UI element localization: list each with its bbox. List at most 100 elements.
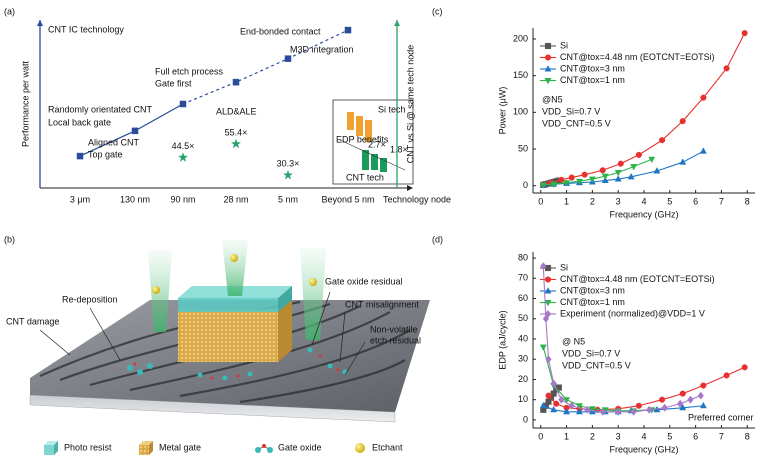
y-tick-label: 0 <box>523 180 528 190</box>
legend-label: CNT@tox=3 nm <box>560 63 625 73</box>
inset-label: CNT tech <box>346 172 384 182</box>
axis-arrow <box>37 20 43 26</box>
annotation: M3D integration <box>290 44 354 54</box>
x-tick-label: 6 <box>693 196 698 206</box>
marker <box>588 176 596 183</box>
marker <box>344 26 352 34</box>
inset-label: 2.7× <box>368 139 386 149</box>
marker <box>558 176 565 183</box>
value-label: 44.5× <box>172 141 195 151</box>
legend-label: Photo resist <box>64 442 112 452</box>
marker <box>177 152 189 162</box>
annotation: @N5 <box>542 94 563 104</box>
marker <box>630 407 637 416</box>
x-tick-label: 2 <box>590 431 595 441</box>
marker <box>76 152 84 160</box>
annotation: Top gate <box>88 149 123 159</box>
marker <box>568 401 575 410</box>
marker <box>544 78 552 85</box>
callout: etch residual <box>370 335 421 345</box>
marker <box>614 175 622 182</box>
callout: Re-deposition <box>62 294 118 304</box>
value-label: 55.4× <box>225 127 248 137</box>
legend-label: Gate oxide <box>278 442 322 452</box>
marker <box>588 406 596 413</box>
x-tick-label: 6 <box>693 431 698 441</box>
x-tick-label: 7 <box>719 196 724 206</box>
annotation: ALD&ALE <box>216 106 257 116</box>
x-tick-label: 1 <box>564 431 569 441</box>
marker <box>540 262 547 271</box>
inset-bars <box>339 112 406 172</box>
marker <box>679 158 687 165</box>
y-axis-label: Power (μW) <box>497 87 507 135</box>
annotation: VDD_CNT=0.5 V <box>562 360 631 370</box>
annotation: VDD_Si=0.7 V <box>542 106 600 116</box>
marker <box>699 147 707 154</box>
annotation: Local back gate <box>48 117 111 127</box>
inset-label: EDP benefits <box>336 134 389 144</box>
y-tick-label: 60 <box>518 293 528 303</box>
marker <box>741 364 748 371</box>
annotation: VDD_Si=0.7 V <box>562 348 620 358</box>
marker <box>558 395 565 404</box>
marker <box>687 395 694 404</box>
marker <box>575 403 583 410</box>
panel-label: (b) <box>4 234 15 244</box>
marker <box>131 127 139 135</box>
marker <box>661 403 668 412</box>
marker <box>699 401 707 409</box>
marker <box>575 178 583 186</box>
x-tick-label: 7 <box>719 431 724 441</box>
legend-label: CNT@tox=1 nm <box>560 75 625 85</box>
series-line <box>182 29 349 105</box>
marker <box>539 344 547 351</box>
marker <box>544 287 552 294</box>
marker <box>659 137 666 144</box>
marker <box>599 407 606 416</box>
x-axis-label: Frequency (GHz) <box>609 209 678 219</box>
marker <box>545 355 552 364</box>
marker <box>679 390 686 397</box>
marker <box>550 405 558 413</box>
marker <box>539 401 547 409</box>
x-tick-label: 8 <box>745 431 750 441</box>
marker <box>614 169 622 177</box>
annotation: End-bonded contact <box>240 26 321 36</box>
legend-label: Si <box>560 262 568 272</box>
y-axis-label: Performance per watt <box>20 60 30 147</box>
marker <box>544 300 552 307</box>
marker <box>635 402 642 409</box>
marker <box>563 180 571 187</box>
marker <box>677 399 684 408</box>
annotation: Gate first <box>155 78 192 88</box>
x-axis-label: Frequency (GHz) <box>609 444 678 454</box>
marker <box>284 55 292 62</box>
marker <box>230 138 242 149</box>
callout: CNT misalignment <box>345 299 419 309</box>
y-tick-label: 30 <box>518 354 528 364</box>
marker <box>679 403 687 411</box>
marker <box>653 167 661 174</box>
annotation: @ N5 <box>562 336 585 346</box>
legend-label: CNT@tox=3 nm <box>560 285 625 295</box>
legend-label: CNT@tox=1 nm <box>560 297 625 307</box>
marker <box>544 54 552 61</box>
panel-label: (c) <box>432 6 443 16</box>
y-tick-label: 10 <box>518 394 528 404</box>
marker <box>617 160 624 167</box>
x-axis-label: Technology node <box>383 194 451 204</box>
marker <box>700 382 707 389</box>
marker <box>544 264 552 272</box>
marker <box>544 65 552 72</box>
x-tick-label: 90 nm <box>170 194 195 204</box>
axis-arrow <box>407 185 413 191</box>
legend-label: Si <box>560 40 568 50</box>
annotation: Aligned CNT <box>88 137 140 147</box>
legend-label: CNT@tox=4.48 nm (EOTCNT=EOTSi) <box>560 52 715 62</box>
legend-label: Experiment (normalized)@VDD=1 V <box>560 308 705 318</box>
marker <box>615 407 622 416</box>
marker <box>646 405 653 414</box>
value-label: 30.3× <box>277 159 300 169</box>
marker <box>553 400 560 407</box>
